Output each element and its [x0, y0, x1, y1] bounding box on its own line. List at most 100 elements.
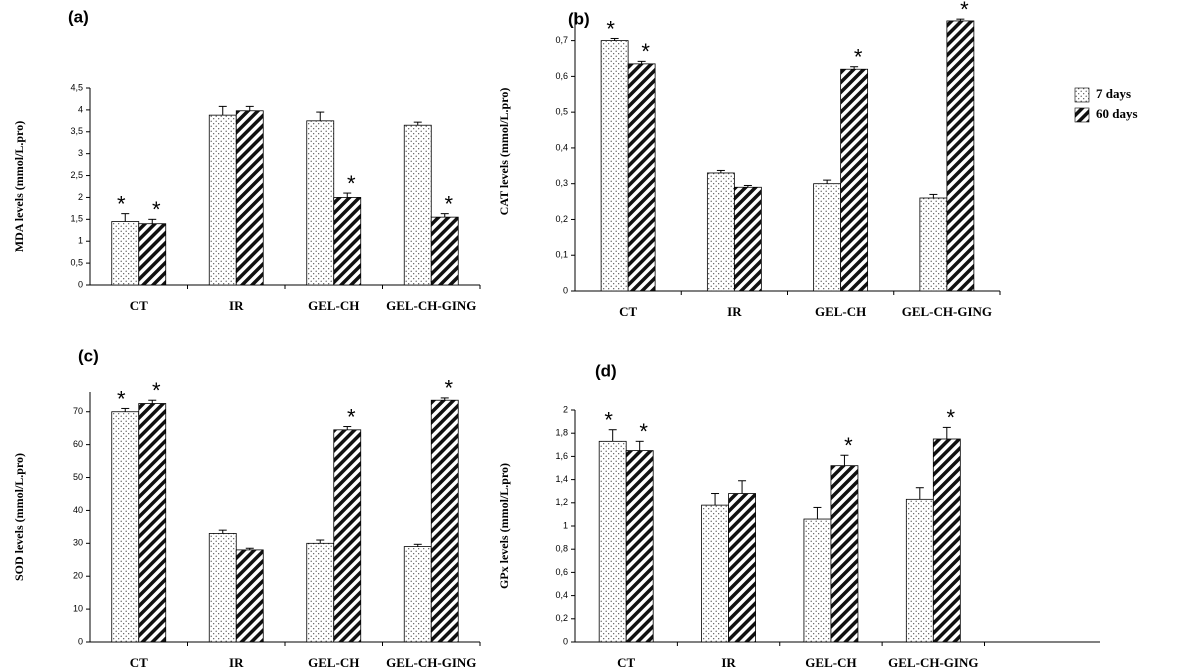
bar [946, 20, 975, 292]
significance-mark: * [152, 378, 161, 403]
bar [813, 183, 842, 292]
panel-title: (c) [78, 346, 99, 365]
significance-mark: * [947, 405, 956, 430]
y-tick-label: 50 [73, 472, 83, 482]
x-tick-label: IR [727, 304, 742, 319]
x-tick-label: CT [619, 304, 637, 319]
bar [919, 197, 948, 292]
significance-mark: * [347, 171, 356, 196]
bar [208, 114, 237, 286]
significance-mark: * [639, 419, 648, 444]
y-tick-label: 2,5 [70, 170, 83, 180]
y-tick-label: 2 [78, 192, 83, 202]
y-axis-label: GPx levels (mmol/L.pro) [497, 463, 511, 589]
y-tick-label: 1 [563, 520, 568, 530]
bar [598, 440, 627, 643]
significance-mark: * [641, 39, 650, 64]
y-axis-label: SOD levels (mmol/L.pro) [12, 453, 26, 581]
y-tick-label: 3,5 [70, 126, 83, 136]
y-tick-label: 0,3 [555, 178, 568, 188]
significance-mark: * [117, 386, 126, 411]
x-tick-label: CT [130, 298, 148, 313]
bar [840, 68, 869, 292]
x-tick-label: GEL-CH-GING [888, 655, 978, 670]
bar [701, 504, 729, 643]
bar [403, 546, 432, 643]
y-tick-label: 1,6 [555, 451, 568, 461]
significance-mark: * [152, 197, 161, 222]
bar [235, 549, 264, 643]
y-tick-label: 1,8 [555, 428, 568, 438]
x-tick-label: GEL-CH [805, 655, 856, 670]
bar [333, 429, 362, 643]
bar [138, 223, 167, 286]
x-tick-label: GEL-CH-GING [902, 304, 992, 319]
x-tick-label: GEL-CH [308, 655, 359, 670]
panel-title: (a) [68, 7, 89, 26]
bar [235, 110, 264, 286]
y-tick-label: 0,2 [555, 613, 568, 623]
significance-mark: * [606, 16, 615, 41]
x-tick-label: GEL-CH [815, 304, 866, 319]
bar [830, 465, 859, 643]
x-tick-label: GEL-CH-GING [386, 655, 476, 670]
significance-mark: * [604, 408, 613, 433]
bar [306, 542, 335, 643]
panel-title: (b) [568, 9, 590, 28]
y-tick-label: 40 [73, 505, 83, 515]
y-tick-label: 2 [563, 404, 568, 414]
y-tick-label: 1 [78, 236, 83, 246]
bar [138, 403, 167, 643]
y-tick-label: 0,6 [555, 567, 568, 577]
x-tick-label: CT [130, 655, 148, 670]
x-tick-label: GEL-CH-GING [386, 298, 476, 313]
bar [333, 197, 362, 286]
bar [706, 172, 735, 292]
y-axis-label: CAT levels (mmol/L.pro) [497, 88, 511, 216]
y-tick-label: 0,5 [70, 257, 83, 267]
significance-mark: * [117, 191, 126, 216]
legend-label: 60 days [1096, 106, 1138, 121]
bar [306, 120, 335, 286]
bar [111, 221, 140, 286]
y-tick-label: 60 [73, 439, 83, 449]
y-tick-label: 3 [78, 148, 83, 158]
y-tick-label: 0,4 [555, 590, 568, 600]
bar [728, 493, 756, 643]
bar [208, 533, 237, 643]
bar [905, 498, 934, 643]
y-tick-label: 0 [78, 279, 83, 289]
legend-swatch [1074, 87, 1090, 103]
y-tick-label: 1,5 [70, 214, 83, 224]
bar [600, 40, 629, 292]
bar [803, 518, 832, 643]
significance-mark: * [444, 376, 453, 401]
bar [932, 438, 961, 643]
y-tick-label: 0,5 [555, 107, 568, 117]
y-tick-label: 10 [73, 603, 83, 613]
x-tick-label: IR [721, 655, 736, 670]
y-tick-label: 0 [563, 285, 568, 295]
legend-swatch [1074, 107, 1090, 123]
y-tick-label: 0,4 [555, 142, 568, 152]
significance-mark: * [960, 0, 969, 22]
bar [733, 186, 762, 292]
bar [627, 63, 656, 292]
y-tick-label: 0 [78, 636, 83, 646]
x-tick-label: IR [229, 655, 244, 670]
y-tick-label: 1,2 [555, 497, 568, 507]
y-tick-label: 4 [78, 104, 83, 114]
significance-mark: * [854, 45, 863, 70]
y-tick-label: 0,2 [555, 214, 568, 224]
x-tick-label: IR [229, 298, 244, 313]
bar [430, 216, 459, 286]
panel-title: (d) [595, 361, 617, 380]
significance-mark: * [347, 404, 356, 429]
bar [111, 411, 140, 643]
y-tick-label: 30 [73, 538, 83, 548]
legend-label: 7 days [1096, 86, 1131, 101]
y-tick-label: 0,1 [555, 250, 568, 260]
significance-mark: * [444, 191, 453, 216]
x-tick-label: CT [617, 655, 635, 670]
